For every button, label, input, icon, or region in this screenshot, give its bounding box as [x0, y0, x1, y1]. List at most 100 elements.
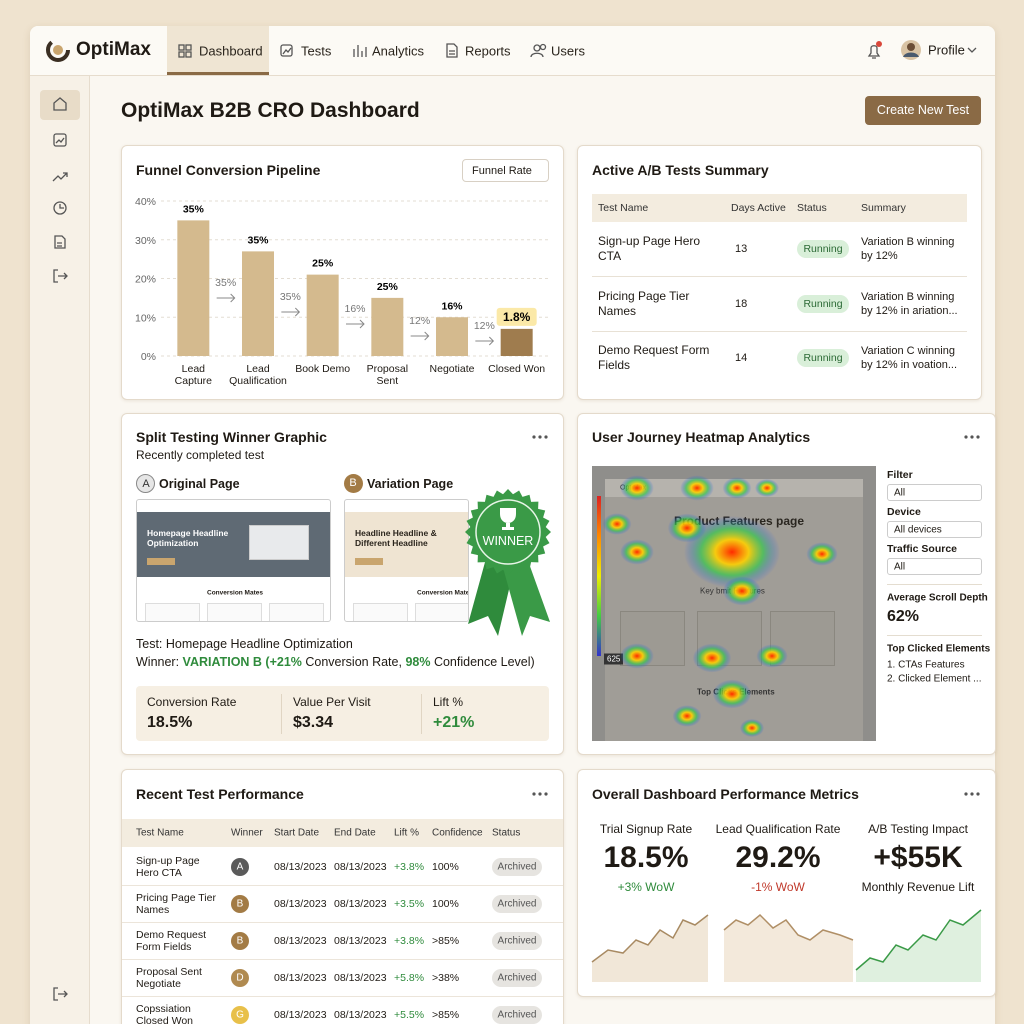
- status-pill: Running: [797, 294, 849, 313]
- nav-item[interactable]: Tests: [301, 43, 332, 59]
- top-clicked-item: 2. Clicked Element ...: [887, 673, 982, 685]
- sidebar: [30, 76, 90, 1024]
- ab-tests-card: Active A/B Tests Summary Test Name Days Ac…: [577, 145, 982, 400]
- nav-item[interactable]: Dashboard: [199, 43, 263, 59]
- status-label: Archived: [497, 861, 537, 873]
- version-label: Original Page: [159, 477, 240, 491]
- ribbon-seal: [465, 489, 551, 575]
- button-label: Create New Test: [876, 103, 970, 117]
- thumb-tile: [415, 603, 468, 621]
- heat-spot: [620, 643, 654, 669]
- start-date: 08/13/2023: [274, 935, 327, 947]
- test-name-line: Test: Homepage Headline Optimization: [136, 637, 353, 651]
- version-label: Variation Page: [367, 477, 454, 491]
- conversion-rate: 12%: [474, 320, 495, 332]
- summary: Variation B winning by 12% in ariation..…: [861, 290, 958, 317]
- panel-divider: [887, 635, 982, 636]
- heat-spot: [806, 542, 838, 566]
- winner-text: Winner:: [136, 655, 183, 669]
- winner-ribbon: WINNER: [465, 489, 551, 636]
- bar-label: 35%: [183, 203, 205, 215]
- heat-spot: [740, 719, 764, 737]
- heat-spot: [722, 477, 752, 499]
- row-divider: [122, 996, 563, 997]
- label-highlight: [496, 307, 537, 326]
- status-pill: Running: [797, 240, 849, 258]
- version-badge: A: [136, 474, 155, 493]
- stat-value: 18.5%: [147, 714, 193, 731]
- winner-letter: B: [236, 898, 244, 910]
- nav-item[interactable]: Reports: [465, 43, 511, 59]
- metric-change: -1% WoW: [751, 880, 805, 894]
- card-title: Overall Dashboard Performance Metrics: [592, 786, 859, 802]
- depth-scale: [597, 496, 601, 656]
- filter-select[interactable]: All: [887, 558, 982, 575]
- winner-letter: D: [236, 972, 244, 984]
- y-tick-label: 0%: [141, 351, 156, 363]
- thumb-tile: [207, 603, 262, 621]
- column-header: Summary: [861, 202, 906, 214]
- days-active: 13: [735, 243, 748, 255]
- more-menu[interactable]: [964, 434, 980, 440]
- recent-tests-card: Recent Test Performance Test Name Winner St…: [121, 769, 564, 1024]
- start-date: 08/13/2023: [274, 898, 327, 910]
- card-title: Recent Test Performance: [136, 786, 304, 802]
- y-tick-label: 30%: [135, 235, 156, 247]
- conversion-arrow: [216, 293, 236, 303]
- table-header: [122, 819, 563, 847]
- status-label: Archived: [497, 898, 537, 910]
- winner-letter: A: [236, 861, 244, 873]
- status-pill: Archived: [492, 895, 542, 913]
- filter-label: Filter: [887, 469, 913, 481]
- test-name: Pricing Page Tier Names: [598, 288, 690, 318]
- confidence: >85%: [432, 1009, 460, 1021]
- stat-value: +21%: [433, 714, 475, 731]
- metric-value: 18.5%: [603, 841, 689, 874]
- conversion-rate: 16%: [344, 303, 365, 315]
- test-name: Pricing Page Tier Names: [136, 892, 216, 916]
- days-active: 14: [735, 352, 748, 364]
- heat-spot: [692, 643, 732, 673]
- status-label: Running: [803, 352, 843, 364]
- bar-label: 25%: [377, 281, 399, 293]
- filter-value: All: [894, 487, 906, 499]
- stat-label: Value Per Visit: [293, 695, 371, 709]
- more-menu[interactable]: [532, 434, 548, 440]
- sparkline: [855, 909, 982, 971]
- heatmap-card: User Journey Heatmap Analytics OptiMaxPro…: [577, 413, 996, 755]
- sparkline-area: [592, 915, 708, 982]
- confidence: 100%: [432, 861, 459, 873]
- panel-divider: [887, 584, 982, 585]
- heat-blobs: [602, 475, 838, 737]
- test-name: Demo Request Form Fields: [136, 929, 207, 953]
- row-divider: [122, 922, 563, 923]
- thumb-button: [147, 558, 175, 565]
- filter-select[interactable]: All: [887, 484, 982, 501]
- heat-spot: [755, 479, 779, 497]
- test-name: Demo Request Form Fields: [598, 343, 710, 372]
- bar-label: 1.8%: [503, 310, 531, 324]
- sparkline: [591, 914, 709, 963]
- filter-select[interactable]: All devices: [887, 521, 982, 538]
- funnel-dropdown[interactable]: Funnel Rate: [462, 159, 549, 182]
- nav-item[interactable]: Analytics: [372, 43, 425, 59]
- row-divider: [122, 959, 563, 960]
- filter-label: Device: [887, 506, 921, 518]
- thumb-tile: [145, 603, 200, 621]
- badge-letter: B: [349, 477, 357, 489]
- lift: +5.8%: [394, 972, 425, 984]
- more-menu[interactable]: [532, 791, 548, 797]
- funnel-chart: 0% 10% 20% 30% 40% 35% 35% 25% 25% 16% 1.8% 35% 35% 1…: [135, 196, 549, 363]
- y-tick-label: 10%: [135, 312, 156, 324]
- status-pill: Archived: [492, 858, 542, 876]
- profile-menu[interactable]: Profile: [928, 42, 965, 58]
- nav-item[interactable]: Users: [551, 43, 585, 59]
- thumb-headline: Homepage Headline Optimization: [147, 528, 229, 548]
- winner-letter: G: [236, 1009, 244, 1021]
- create-test-button[interactable]: Create New Test: [865, 96, 981, 125]
- x-tick-label: Negotiate: [429, 363, 475, 375]
- more-menu[interactable]: [964, 791, 980, 797]
- conversion-arrow: [475, 336, 495, 346]
- confidence: >85%: [432, 935, 460, 947]
